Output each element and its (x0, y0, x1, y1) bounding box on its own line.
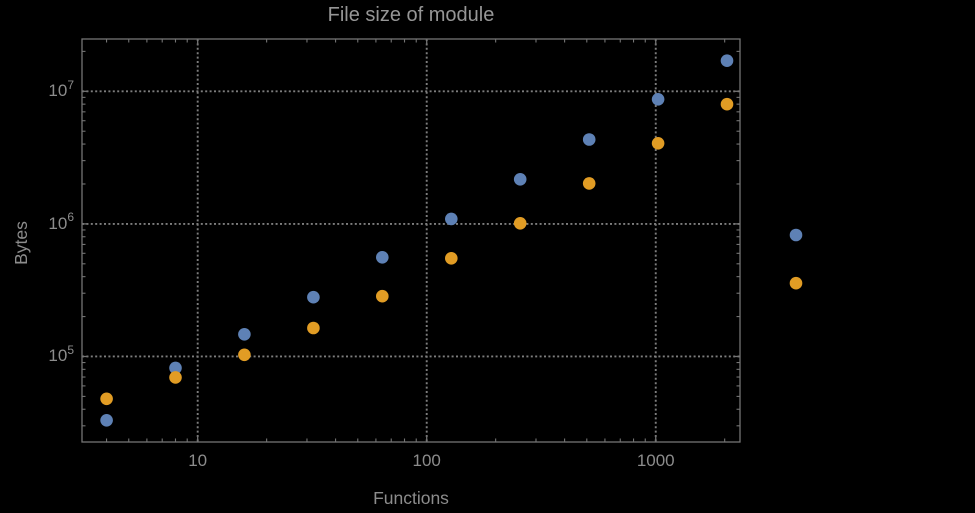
data-point-blue (582, 133, 596, 146)
data-point-orange (789, 276, 803, 290)
x-tick-label: 1000 (636, 451, 675, 470)
plot-frame (81, 38, 741, 443)
data-point-orange (651, 137, 665, 150)
chart-title: File size of module (327, 4, 495, 26)
data-point-orange (720, 97, 734, 111)
data-point-blue (238, 328, 251, 341)
data-point-orange (238, 348, 251, 362)
x-tick-label: 10 (188, 451, 208, 470)
data-point-orange (169, 371, 182, 384)
y-tick-label: 107 (48, 77, 74, 101)
data-point-orange (513, 217, 527, 230)
data-point-blue (720, 54, 734, 67)
y-tick-label: 106 (48, 210, 74, 233)
data-point-blue (376, 250, 389, 264)
data-point-blue (169, 361, 182, 375)
data-point-blue (307, 290, 320, 304)
data-point-orange (582, 177, 596, 190)
data-point-orange (445, 251, 458, 265)
y-tick-label: 105 (48, 342, 74, 366)
data-point-blue (445, 212, 458, 226)
data-point-orange (307, 321, 320, 335)
data-point-blue (513, 173, 527, 186)
x-tick-label: 100 (412, 451, 441, 470)
x-axis-label: Functions (373, 488, 449, 508)
data-point-orange (376, 289, 389, 303)
data-point-blue (789, 228, 803, 242)
data-point-blue (651, 93, 665, 106)
data-point-blue (100, 414, 113, 427)
data-point-orange (100, 392, 113, 406)
